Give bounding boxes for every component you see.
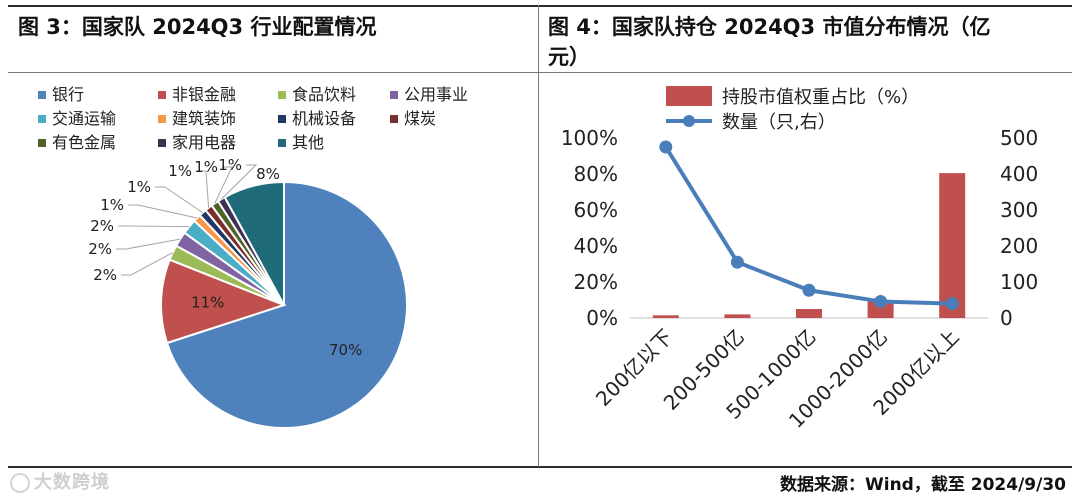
legend-label: 有色金属 [52, 133, 116, 152]
legend-label: 交通运输 [52, 109, 116, 128]
title-rule [8, 72, 1072, 73]
slice-label: 11% [191, 294, 224, 312]
legend-label: 银行 [52, 85, 84, 104]
leader-line [155, 186, 203, 214]
slice-label: 2% [93, 266, 117, 284]
y-right-tick-label: 300 [1000, 198, 1038, 222]
line-point [730, 255, 744, 269]
bar [652, 315, 679, 318]
legend-swatch-marker [683, 115, 695, 127]
pie-slice [165, 180, 408, 429]
legend-swatch [278, 115, 286, 123]
legend-swatch [158, 91, 166, 99]
y-left-tick-label: 60% [574, 198, 618, 222]
legend-swatch [38, 91, 46, 99]
watermark-logo-icon [10, 473, 30, 493]
source-note: 数据来源：Wind，截至 2024/9/30 [780, 475, 1066, 495]
panel-divider [538, 5, 539, 467]
legend-label: 建筑装饰 [172, 109, 236, 128]
legend-label: 煤炭 [404, 109, 436, 128]
line-point [659, 140, 673, 154]
legend-label: 其他 [292, 133, 324, 152]
right-chart-title: 图 4：国家队持仓 2024Q3 市值分布情况（亿元） [548, 15, 991, 69]
leader-line [196, 170, 210, 208]
y-right-tick-label: 400 [1000, 162, 1038, 186]
bottom-rule [8, 466, 1072, 468]
line-point [945, 297, 959, 311]
slice-label: 1% [218, 156, 242, 174]
slice-label: 8% [256, 165, 280, 183]
y-right-tick-label: 0 [1000, 306, 1013, 330]
bar [939, 173, 966, 318]
y-left-tick-label: 40% [574, 234, 618, 258]
pie-slice [223, 180, 285, 306]
slice-label: 1% [168, 162, 192, 180]
leader-line [128, 204, 198, 219]
legend-swatch [38, 139, 46, 147]
slice-label: 1% [194, 158, 218, 176]
bar [724, 314, 751, 318]
left-chart-title: 图 3：国家队 2024Q3 行业配置情况 [18, 15, 377, 39]
line-point [874, 294, 888, 308]
pie-slice [160, 258, 287, 345]
slice-label: 2% [88, 240, 112, 258]
legend-label: 食品饮料 [292, 85, 356, 104]
bar [796, 309, 822, 318]
bar [867, 300, 894, 318]
y-left-tick-label: 0% [586, 306, 618, 330]
leader-line [214, 166, 233, 204]
legend-swatch [390, 115, 398, 123]
legend-label: 家用电器 [172, 133, 236, 152]
leader-line [221, 164, 258, 200]
y-left-tick-label: 20% [574, 270, 618, 294]
line-point [802, 283, 816, 297]
slice-label: 2% [90, 217, 114, 235]
legend-swatch [38, 115, 46, 123]
legend-swatch [278, 139, 286, 147]
legend-label: 持股市值权重占比（%） [722, 87, 919, 108]
legend-label: 非银金融 [172, 85, 236, 104]
y-right-tick-label: 200 [1000, 234, 1038, 258]
legend-label: 机械设备 [292, 109, 356, 128]
slice-label: 70% [329, 341, 362, 359]
watermark: 大数跨境 [10, 468, 110, 494]
slice-label: 1% [100, 196, 124, 214]
leader-line [118, 225, 190, 228]
y-left-tick-label: 80% [574, 162, 618, 186]
y-right-tick-label: 500 [1000, 126, 1038, 150]
combo-chart: 持股市值权重占比（%） 数量（只,右） 0% 20% 40% 60% 80% 100% 0 100… [561, 86, 1038, 433]
series-line [664, 145, 953, 306]
leader-line [121, 252, 173, 276]
slice-label: 1% [127, 178, 151, 196]
leader-line [116, 238, 181, 250]
legend-label: 公用事业 [404, 85, 468, 104]
y-left-tick-label: 100% [561, 126, 618, 150]
legend-swatch [390, 91, 398, 99]
top-rule [8, 5, 1072, 7]
legend-swatch [278, 91, 286, 99]
watermark-text: 大数跨境 [34, 472, 110, 493]
legend-swatch-bar [666, 86, 712, 106]
legend-swatch [158, 115, 166, 123]
legend-label: 数量（只,右） [722, 112, 836, 133]
legend-swatch [158, 139, 166, 147]
y-right-tick-label: 100 [1000, 270, 1038, 294]
